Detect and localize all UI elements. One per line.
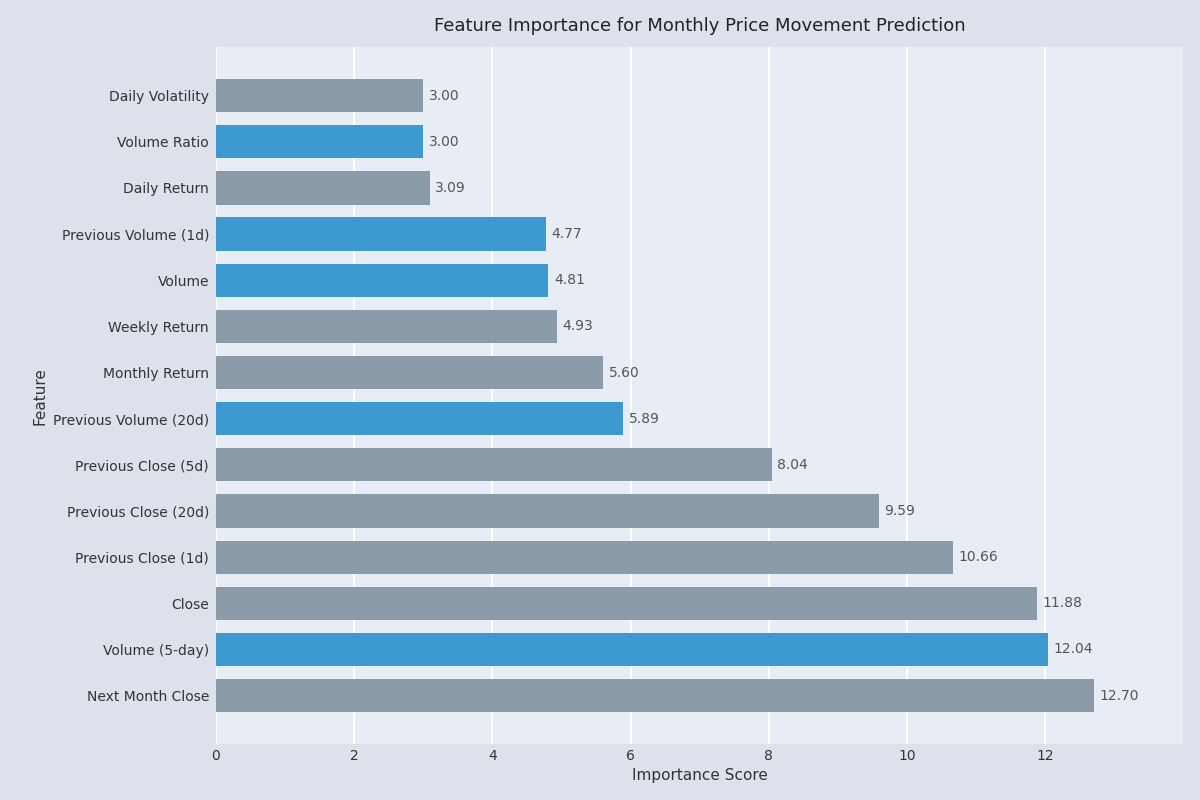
Bar	[216, 633, 1048, 666]
Bar	[216, 586, 1037, 620]
Text: 4.77: 4.77	[551, 227, 582, 241]
Text: 8.04: 8.04	[778, 458, 808, 472]
Bar	[216, 448, 772, 482]
Text: 3.09: 3.09	[436, 181, 466, 195]
Text: 11.88: 11.88	[1043, 596, 1082, 610]
Text: 5.60: 5.60	[608, 366, 640, 379]
Text: 12.04: 12.04	[1054, 642, 1093, 657]
Bar	[216, 494, 878, 528]
Title: Feature Importance for Monthly Price Movement Prediction: Feature Importance for Monthly Price Mov…	[434, 17, 966, 34]
Bar	[216, 125, 424, 158]
X-axis label: Importance Score: Importance Score	[631, 768, 768, 783]
Bar	[216, 679, 1093, 712]
Text: 5.89: 5.89	[629, 412, 659, 426]
Text: 4.93: 4.93	[562, 319, 593, 334]
Bar	[216, 541, 953, 574]
Bar	[216, 171, 430, 205]
Text: 12.70: 12.70	[1099, 689, 1139, 702]
Bar	[216, 310, 557, 343]
Text: 10.66: 10.66	[958, 550, 998, 564]
Y-axis label: Feature: Feature	[32, 366, 47, 425]
Bar	[216, 218, 546, 250]
Text: 3.00: 3.00	[428, 134, 460, 149]
Text: 9.59: 9.59	[884, 504, 916, 518]
Bar	[216, 264, 548, 297]
Bar	[216, 356, 602, 389]
Bar	[216, 79, 424, 112]
Bar	[216, 402, 623, 435]
Text: 3.00: 3.00	[428, 89, 460, 102]
Text: 4.81: 4.81	[554, 274, 584, 287]
